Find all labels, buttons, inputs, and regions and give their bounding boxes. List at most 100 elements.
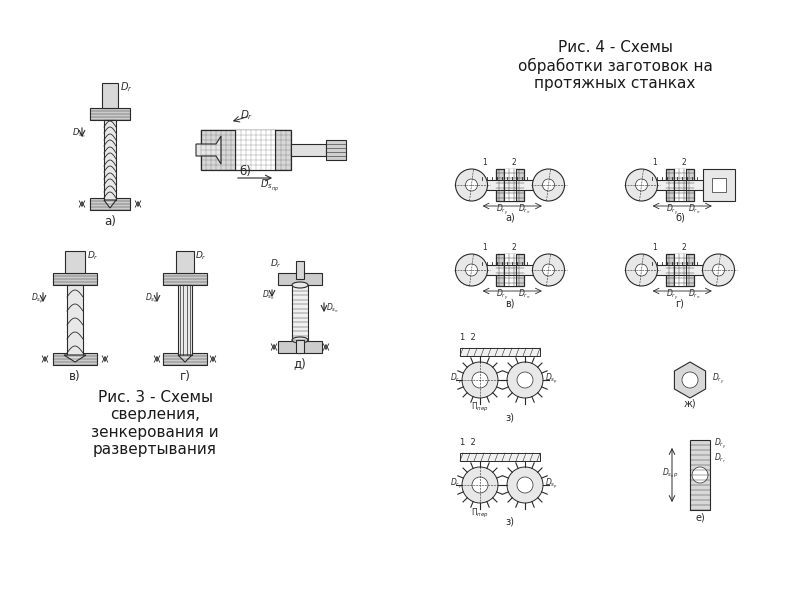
Bar bbox=[53, 273, 97, 285]
Bar bbox=[650, 180, 705, 190]
Bar bbox=[163, 273, 207, 285]
Text: 1: 1 bbox=[653, 158, 658, 167]
Text: ж): ж) bbox=[684, 398, 696, 408]
Bar bbox=[650, 265, 705, 275]
Bar bbox=[480, 265, 534, 275]
Text: 1  2: 1 2 bbox=[460, 333, 476, 342]
Text: $D_{s_p}$: $D_{s_p}$ bbox=[31, 291, 44, 305]
Text: 1: 1 bbox=[482, 158, 487, 167]
Circle shape bbox=[507, 362, 543, 398]
Circle shape bbox=[542, 179, 554, 191]
Circle shape bbox=[507, 467, 543, 503]
Bar bbox=[201, 130, 291, 170]
Circle shape bbox=[472, 477, 488, 493]
Text: $\Pi_{пер}$: $\Pi_{пер}$ bbox=[471, 401, 489, 415]
Bar bbox=[163, 353, 207, 365]
Text: д): д) bbox=[294, 357, 306, 370]
Bar bbox=[460, 348, 540, 356]
Bar bbox=[292, 285, 308, 340]
Text: 2: 2 bbox=[512, 158, 517, 167]
Bar bbox=[176, 251, 194, 273]
Text: $\Pi_{пер}$: $\Pi_{пер}$ bbox=[471, 506, 489, 520]
Circle shape bbox=[466, 179, 478, 191]
Bar bbox=[666, 254, 694, 286]
Bar bbox=[65, 251, 85, 273]
Circle shape bbox=[533, 254, 565, 286]
Circle shape bbox=[635, 264, 647, 276]
Text: $D_{r_y}$: $D_{r_y}$ bbox=[666, 202, 678, 217]
Bar bbox=[460, 453, 540, 461]
Bar bbox=[278, 273, 322, 285]
Bar bbox=[102, 83, 118, 108]
Text: а): а) bbox=[104, 215, 116, 228]
Text: $D_{r_н}$: $D_{r_н}$ bbox=[518, 202, 530, 215]
Text: 1: 1 bbox=[482, 243, 487, 252]
Circle shape bbox=[455, 169, 487, 201]
Text: в): в) bbox=[69, 370, 81, 383]
Circle shape bbox=[702, 254, 734, 286]
Polygon shape bbox=[196, 136, 221, 164]
Circle shape bbox=[692, 467, 708, 483]
Text: $D_r$: $D_r$ bbox=[87, 249, 99, 262]
Text: $D_{r_н}$: $D_{r_н}$ bbox=[518, 287, 530, 301]
Bar bbox=[296, 340, 304, 353]
Ellipse shape bbox=[292, 337, 308, 343]
Circle shape bbox=[533, 169, 565, 201]
Bar bbox=[67, 285, 83, 355]
Text: в): в) bbox=[506, 298, 514, 308]
Text: а): а) bbox=[505, 213, 515, 223]
Text: $D_{s_н}$: $D_{s_н}$ bbox=[262, 288, 275, 302]
Bar bbox=[504, 254, 516, 286]
Circle shape bbox=[626, 254, 658, 286]
Text: г): г) bbox=[179, 370, 190, 383]
Bar bbox=[178, 285, 192, 355]
Circle shape bbox=[542, 264, 554, 276]
Circle shape bbox=[713, 264, 725, 276]
Text: $D_{s_н}$: $D_{s_н}$ bbox=[326, 301, 339, 314]
Bar bbox=[702, 169, 734, 201]
FancyArrow shape bbox=[706, 182, 722, 187]
Text: Рис. 4 - Схемы
обработки заготовок на
протяжных станках: Рис. 4 - Схемы обработки заготовок на пр… bbox=[518, 40, 713, 91]
Polygon shape bbox=[104, 200, 116, 208]
Circle shape bbox=[682, 372, 698, 388]
Bar bbox=[235, 130, 275, 170]
Bar bbox=[278, 341, 322, 353]
Bar bbox=[291, 144, 326, 156]
Text: 1  2: 1 2 bbox=[460, 438, 476, 447]
Text: з): з) bbox=[506, 412, 514, 422]
Bar bbox=[666, 169, 694, 201]
Text: $D_{r_y}$: $D_{r_y}$ bbox=[450, 476, 462, 491]
Bar bbox=[496, 254, 524, 286]
Text: 2: 2 bbox=[512, 243, 517, 252]
Text: б): б) bbox=[239, 165, 251, 178]
Ellipse shape bbox=[292, 282, 308, 288]
Bar bbox=[690, 440, 710, 510]
Text: 2: 2 bbox=[682, 158, 686, 167]
Bar bbox=[326, 140, 346, 160]
Circle shape bbox=[462, 362, 498, 398]
Bar bbox=[296, 261, 304, 279]
Bar bbox=[674, 254, 686, 286]
Text: $D_{r_y}$: $D_{r_y}$ bbox=[496, 202, 509, 217]
Text: $D_{s_кр}$: $D_{s_кр}$ bbox=[662, 466, 678, 479]
Text: 2: 2 bbox=[682, 243, 686, 252]
Text: $D_r$: $D_r$ bbox=[240, 108, 254, 122]
FancyArrow shape bbox=[537, 268, 553, 272]
Circle shape bbox=[462, 467, 498, 503]
Text: з): з) bbox=[506, 517, 514, 527]
Text: г): г) bbox=[675, 298, 685, 308]
Text: Рис. 3 - Схемы
сверления,
зенкерования и
развертывания: Рис. 3 - Схемы сверления, зенкерования и… bbox=[91, 390, 219, 457]
Bar bbox=[53, 353, 97, 365]
Text: б): б) bbox=[675, 213, 685, 223]
FancyArrow shape bbox=[537, 182, 553, 187]
Text: $D_{r_н}$: $D_{r_н}$ bbox=[688, 287, 701, 301]
Text: $D_{r_y}$: $D_{r_y}$ bbox=[496, 287, 509, 302]
Text: $D_{r_н}$: $D_{r_н}$ bbox=[688, 202, 701, 215]
FancyArrow shape bbox=[706, 268, 722, 272]
Polygon shape bbox=[674, 362, 706, 398]
Bar bbox=[104, 120, 116, 200]
Text: $D_r$: $D_r$ bbox=[270, 258, 282, 271]
Text: $D_{r_y}$: $D_{r_y}$ bbox=[712, 371, 724, 386]
Circle shape bbox=[626, 169, 658, 201]
Text: $D_r$: $D_r$ bbox=[195, 249, 207, 262]
